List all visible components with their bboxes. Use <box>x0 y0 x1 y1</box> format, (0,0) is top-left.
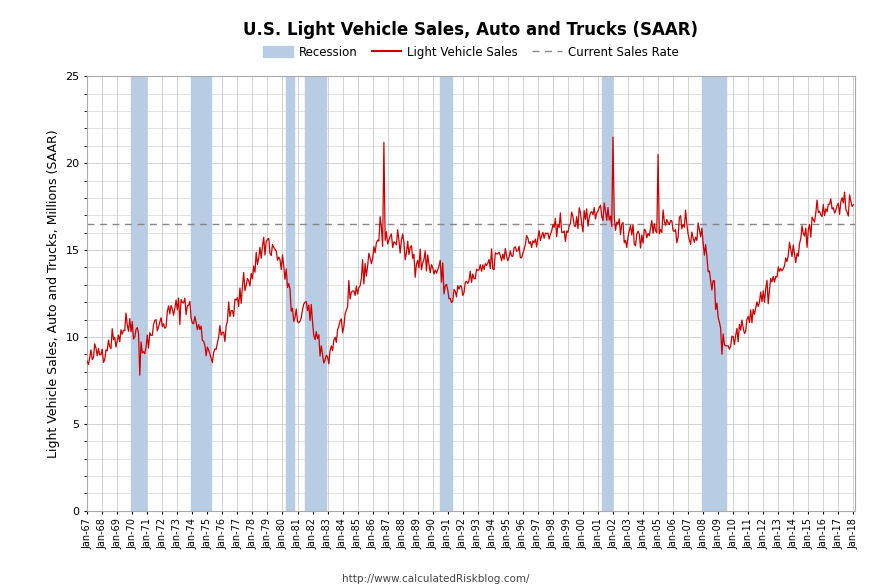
Text: http://www.calculatedRiskblog.com/: http://www.calculatedRiskblog.com/ <box>342 574 530 584</box>
Bar <box>191 76 211 511</box>
Bar <box>305 76 326 511</box>
Bar <box>702 76 726 511</box>
Bar <box>440 76 452 511</box>
Bar <box>286 76 294 511</box>
Legend: Recession, Light Vehicle Sales, Current Sales Rate: Recession, Light Vehicle Sales, Current … <box>259 41 683 63</box>
Bar <box>131 76 146 511</box>
Y-axis label: Light Vehicle Sales, Auto and Trucks, Millions (SAAR): Light Vehicle Sales, Auto and Trucks, Mi… <box>47 129 60 458</box>
Bar <box>602 76 612 511</box>
Title: U.S. Light Vehicle Sales, Auto and Trucks (SAAR): U.S. Light Vehicle Sales, Auto and Truck… <box>243 21 698 39</box>
